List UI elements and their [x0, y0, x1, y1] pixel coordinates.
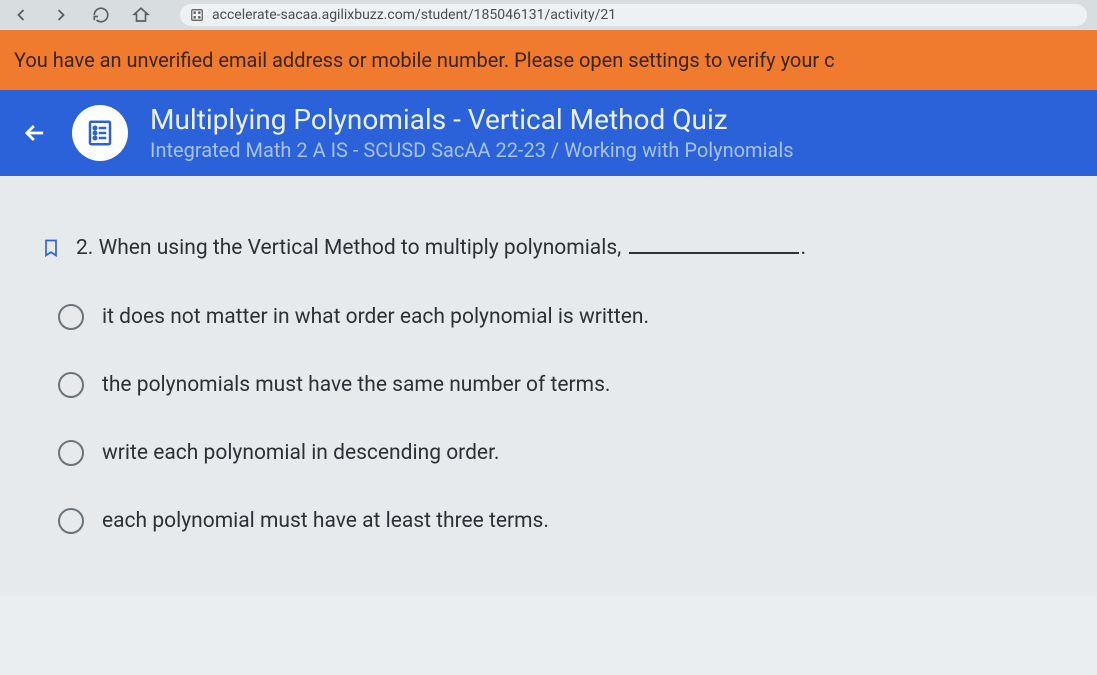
option-row[interactable]: the polynomials must have the same numbe…	[58, 372, 1057, 398]
option-row[interactable]: each polynomial must have at least three…	[58, 508, 1057, 534]
option-text: write each polynomial in descending orde…	[102, 441, 499, 465]
radio-icon[interactable]	[58, 372, 84, 398]
radio-icon[interactable]	[58, 508, 84, 534]
option-text: each polynomial must have at least three…	[102, 509, 549, 533]
address-bar[interactable]: accelerate-sacaa.agilixbuzz.com/student/…	[180, 4, 1087, 26]
radio-icon[interactable]	[58, 304, 84, 330]
quiz-header: Multiplying Polynomials - Vertical Metho…	[0, 90, 1097, 176]
quiz-titles: Multiplying Polynomials - Vertical Metho…	[150, 104, 1077, 162]
quiz-icon	[72, 105, 128, 161]
verify-alert-banner: You have an unverified email address or …	[0, 30, 1097, 90]
question-stem-before: When using the Vertical Method to multip…	[99, 236, 622, 260]
option-text: it does not matter in what order each po…	[102, 305, 649, 329]
quiz-title: Multiplying Polynomials - Vertical Metho…	[150, 104, 1077, 136]
site-icon	[190, 8, 204, 22]
quiz-subtitle: Integrated Math 2 A IS - SCUSD SacAA 22-…	[150, 138, 1077, 162]
bookmark-icon[interactable]	[40, 236, 62, 260]
option-text: the polynomials must have the same numbe…	[102, 373, 610, 397]
question-row: 2. When using the Vertical Method to mul…	[40, 236, 1057, 260]
question-number: 2.	[76, 236, 93, 260]
home-icon[interactable]	[130, 4, 152, 26]
option-row[interactable]: it does not matter in what order each po…	[58, 304, 1057, 330]
quiz-back-button[interactable]	[20, 119, 50, 147]
browser-toolbar: accelerate-sacaa.agilixbuzz.com/student/…	[0, 0, 1097, 30]
reload-icon[interactable]	[90, 4, 112, 26]
url-text: accelerate-sacaa.agilixbuzz.com/student/…	[212, 7, 616, 23]
forward-icon[interactable]	[50, 4, 72, 26]
question-area: 2. When using the Vertical Method to mul…	[0, 176, 1097, 596]
question-stem-after: .	[801, 236, 807, 260]
option-row[interactable]: write each polynomial in descending orde…	[58, 440, 1057, 466]
alert-text: You have an unverified email address or …	[14, 48, 835, 72]
question-blank	[629, 252, 799, 254]
radio-icon[interactable]	[58, 440, 84, 466]
question-text: 2. When using the Vertical Method to mul…	[76, 236, 806, 260]
back-icon[interactable]	[10, 4, 32, 26]
